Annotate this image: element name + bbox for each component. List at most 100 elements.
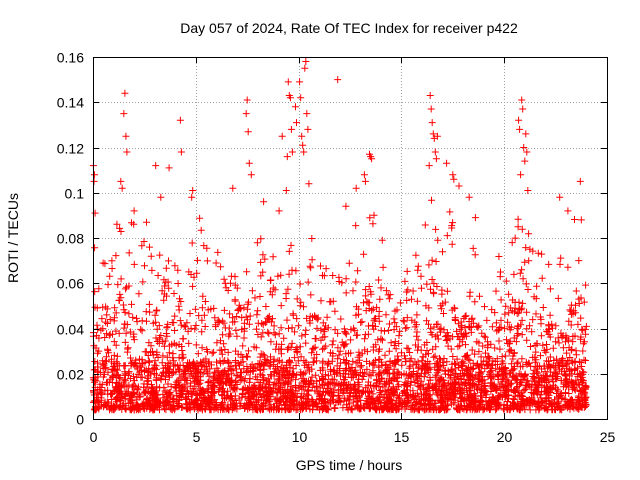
- data-point: [500, 406, 508, 414]
- data-point: [286, 377, 294, 385]
- data-point: [542, 348, 550, 356]
- data-point: [410, 393, 418, 401]
- data-point: [342, 359, 350, 367]
- data-point: [395, 400, 403, 407]
- data-point: [241, 384, 249, 392]
- data-point: [453, 333, 461, 340]
- data-point: [449, 353, 457, 360]
- data-point: [133, 314, 140, 322]
- data-point: [254, 406, 261, 414]
- data-point: [484, 338, 491, 346]
- data-point: [161, 405, 168, 413]
- data-point: [97, 326, 105, 334]
- data-point: [495, 253, 503, 260]
- data-point: [263, 359, 271, 367]
- data-point: [471, 298, 479, 306]
- data-point: [187, 390, 195, 398]
- data-point: [502, 381, 510, 389]
- data-point: [569, 338, 577, 346]
- data-point: [403, 324, 411, 332]
- data-point: [510, 349, 518, 357]
- data-point: [207, 305, 215, 313]
- data-point: [260, 374, 268, 382]
- data-point: [176, 295, 183, 303]
- data-point: [329, 272, 337, 279]
- data-point: [505, 290, 513, 298]
- data-point: [549, 372, 557, 380]
- data-point: [535, 400, 543, 408]
- data-point: [210, 374, 218, 382]
- data-point: [385, 405, 392, 413]
- data-point: [102, 318, 110, 326]
- data-point: [401, 277, 409, 285]
- data-point: [469, 398, 477, 406]
- data-point: [120, 110, 128, 118]
- data-point: [545, 260, 553, 268]
- data-point: [355, 372, 363, 380]
- data-point: [434, 358, 441, 366]
- data-point: [393, 306, 401, 314]
- data-point: [150, 361, 158, 369]
- data-point: [460, 388, 468, 396]
- data-point: [220, 340, 228, 348]
- data-point: [141, 348, 149, 356]
- data-point: [112, 341, 120, 349]
- data-point: [170, 290, 178, 297]
- data-point: [121, 362, 129, 370]
- data-point: [197, 226, 205, 234]
- data-point: [163, 324, 171, 332]
- data-point: [172, 384, 180, 391]
- data-point: [436, 376, 444, 384]
- data-point: [407, 377, 415, 385]
- data-point: [351, 389, 359, 397]
- data-point: [153, 306, 161, 314]
- data-point: [487, 382, 495, 390]
- data-point: [212, 323, 220, 331]
- data-point: [267, 371, 275, 379]
- data-point: [293, 315, 301, 323]
- data-point: [533, 340, 541, 348]
- data-point: [284, 358, 292, 366]
- data-point: [363, 298, 371, 306]
- data-point: [313, 400, 321, 408]
- data-point: [403, 288, 411, 296]
- data-point: [328, 341, 336, 349]
- data-point: [443, 332, 451, 340]
- data-point: [492, 319, 500, 327]
- data-point: [518, 266, 526, 274]
- data-point: [319, 388, 327, 395]
- data-point: [283, 367, 291, 375]
- data-point: [269, 284, 277, 292]
- data-point: [205, 372, 213, 380]
- data-point: [437, 328, 444, 336]
- data-point: [105, 331, 113, 339]
- data-point: [213, 358, 220, 366]
- data-point: [368, 155, 376, 163]
- data-point: [171, 381, 179, 389]
- data-point: [568, 385, 576, 393]
- data-point: [140, 238, 148, 245]
- data-point: [504, 318, 512, 326]
- data-point: [322, 371, 329, 379]
- data-point: [561, 359, 569, 367]
- data-point: [261, 255, 269, 263]
- data-point: [444, 379, 452, 387]
- data-point: [307, 264, 315, 272]
- data-point: [226, 377, 234, 385]
- data-point: [413, 311, 421, 319]
- data-point: [401, 378, 409, 386]
- data-point: [321, 326, 329, 334]
- data-point: [209, 382, 217, 389]
- data-point: [370, 361, 378, 369]
- data-point: [111, 314, 118, 322]
- data-point: [138, 327, 146, 335]
- data-point: [546, 285, 554, 293]
- data-point: [95, 334, 103, 342]
- data-point: [287, 125, 295, 133]
- data-point: [515, 309, 523, 317]
- data-point: [101, 334, 109, 341]
- data-point: [249, 393, 257, 401]
- data-point: [154, 272, 162, 279]
- data-point: [376, 295, 384, 303]
- data-point: [382, 311, 390, 319]
